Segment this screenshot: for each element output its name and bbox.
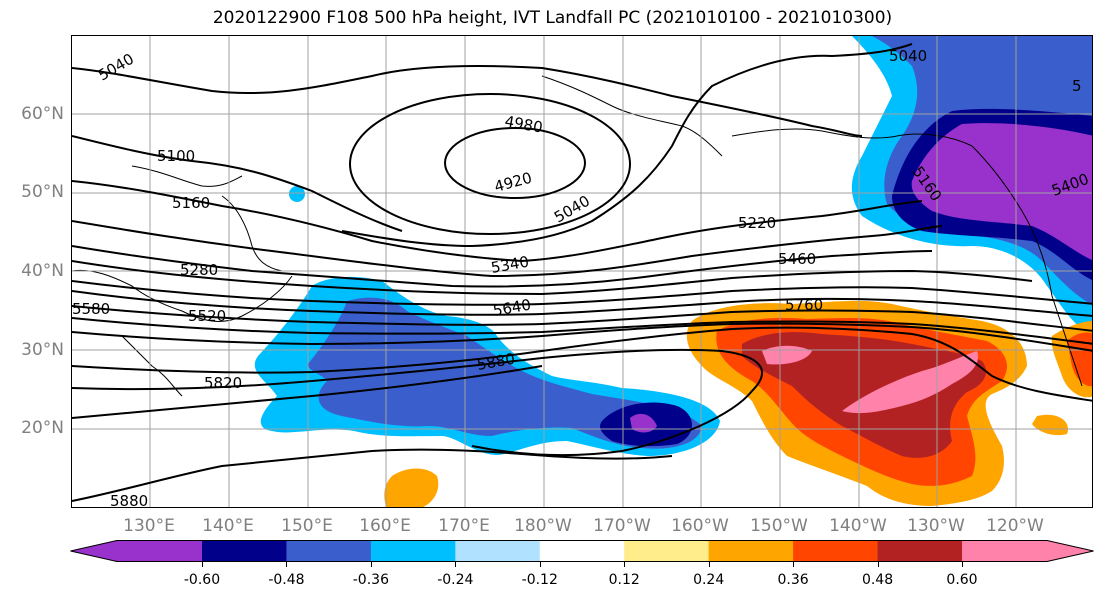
colorbar-tick-label: -0.60 [183, 572, 221, 588]
colorbar-tick-label: 0.12 [608, 572, 640, 588]
colorbar-segment [370, 540, 456, 562]
contour-5880 [72, 365, 673, 502]
colorbar-segment [286, 540, 372, 562]
contour-label: 5220 [738, 214, 776, 232]
lon-label: 130°W [907, 516, 965, 536]
lon-label: 140°W [829, 516, 887, 536]
colorbar-segment [455, 540, 541, 562]
colorbar-segment [202, 540, 287, 562]
lon-label: 140°E [202, 516, 254, 536]
contour-label: 5160 [172, 194, 210, 212]
lon-label: 130°E [123, 516, 175, 536]
lon-label: 160°E [359, 516, 411, 536]
colorbar-tick-mark [877, 562, 879, 567]
colorbar-tick-mark [370, 562, 372, 567]
colorbar-segment [877, 540, 963, 562]
lon-label: 160°W [671, 516, 729, 536]
colorbar-tick-mark [624, 562, 626, 567]
contour-5640 [72, 322, 1092, 352]
negative-ivt-region [254, 186, 720, 456]
contour-5400 [72, 280, 1092, 306]
colorbar-tick-mark [286, 562, 288, 567]
lat-label-20n: 20°N [21, 418, 64, 438]
contour-label: 5460 [778, 250, 816, 268]
colorbar-segment [962, 540, 1094, 562]
lon-label: 170°W [593, 516, 651, 536]
colorbar-segment [539, 540, 625, 562]
contour-5820 [72, 348, 763, 457]
contour-label: 5760 [785, 296, 823, 314]
contour-label: 5100 [157, 147, 195, 165]
colorbar-tick-label: -0.12 [521, 572, 558, 588]
contour-label: 5040 [889, 47, 927, 65]
contour-label: 5340 [490, 253, 531, 277]
contour-label: 5520 [188, 307, 226, 325]
lat-label-30n: 30°N [21, 340, 64, 360]
chart-title: 2020122900 F108 500 hPa height, IVT Land… [212, 8, 893, 28]
contour-5160 [72, 180, 923, 263]
colorbar-outline [70, 540, 1094, 562]
colorbar-tick-label: 0.24 [693, 572, 725, 588]
lon-label: 180°W [514, 516, 572, 536]
contour-5520 [72, 305, 1092, 332]
contour-label: 5580 [72, 300, 110, 318]
coastlines [72, 75, 1083, 397]
colorbar-segment [708, 540, 794, 562]
map-panel: 5040 5100 5160 5280 5580 5520 5820 5880 … [71, 35, 1093, 508]
lon-label: 120°W [986, 516, 1044, 536]
colorbar-segment [793, 540, 879, 562]
contour-5280 [72, 245, 933, 288]
lat-label-50n: 50°N [21, 182, 64, 202]
contour-label: 5880 [110, 492, 148, 508]
colorbar-tick-mark [708, 562, 710, 567]
colorbar-tick-label: 0.36 [777, 572, 809, 588]
height-contours [72, 43, 1092, 502]
lon-label: 150°W [750, 516, 808, 536]
contour-label: 5280 [180, 261, 218, 279]
colorbar-tick-label: -0.36 [352, 572, 389, 588]
colorbar-tick-mark [793, 562, 795, 567]
colorbar [70, 540, 1094, 562]
contour-5100 [72, 135, 403, 232]
contour-5340 [72, 260, 1033, 296]
contour-4920 [444, 127, 586, 199]
colorbar-segment [70, 540, 202, 562]
contour-label: 5640 [492, 296, 533, 320]
colorbar-tick-mark [202, 562, 203, 567]
colorbar-segment [624, 540, 710, 562]
contour-5220 [72, 220, 943, 278]
contour-label: 5820 [204, 374, 242, 392]
contour-5040b [341, 43, 913, 248]
contour-4980 [349, 93, 631, 235]
contour-5040 [72, 65, 863, 137]
lon-label: 170°E [438, 516, 490, 536]
map-svg: 5040 5100 5160 5280 5580 5520 5820 5880 … [72, 36, 1092, 508]
contour-5580 [72, 317, 1092, 345]
colorbar-tick-mark [962, 562, 963, 567]
contour-label: 5040 [95, 50, 137, 85]
positive-ivt-region [384, 300, 1092, 507]
colorbar-tick-mark [539, 562, 541, 567]
lat-label-40n: 40°N [21, 261, 64, 281]
contour-5760 [72, 326, 1092, 402]
colorbar-tick-label: 0.60 [946, 572, 978, 588]
colorbar-tick-label: -0.24 [437, 572, 474, 588]
colorbar-tick-label: 0.48 [861, 572, 894, 588]
contour-5460 [72, 290, 1092, 317]
lon-label: 150°E [281, 516, 333, 536]
negative-ivt-northeast [851, 36, 1092, 335]
contour-label: 4980 [503, 112, 544, 136]
contour-label: 5 [1072, 77, 1082, 95]
lat-label-60n: 60°N [21, 104, 64, 124]
colorbar-tick-label: -0.48 [268, 572, 305, 588]
colorbar-tick-mark [455, 562, 457, 567]
contour-label: 4920 [492, 169, 534, 196]
